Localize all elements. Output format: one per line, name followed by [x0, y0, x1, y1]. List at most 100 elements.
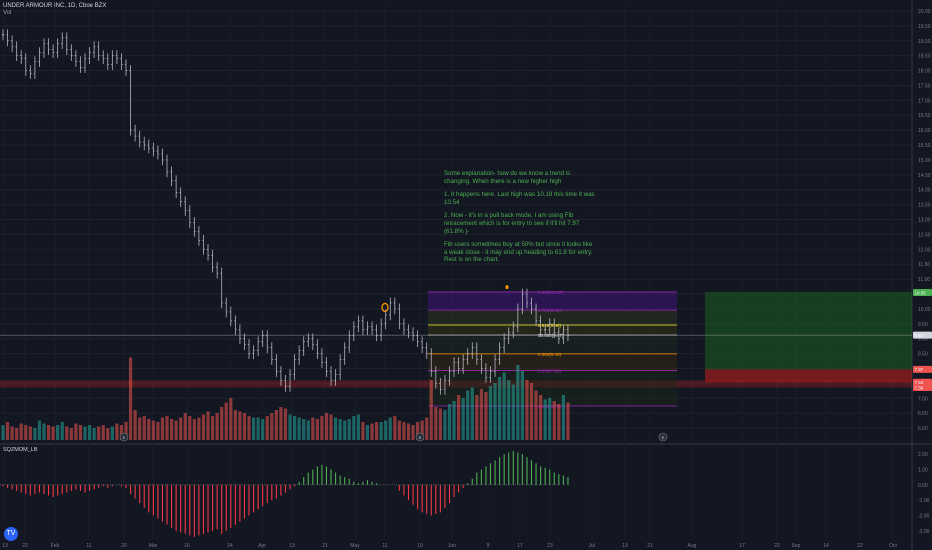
- y-tick-label: 12.00: [918, 247, 931, 253]
- x-tick-label: 13: [289, 543, 295, 549]
- high-marker: [505, 285, 509, 290]
- y-tick-label: 8.50: [918, 352, 928, 358]
- x-tick-label: 21: [647, 543, 653, 549]
- fib-zone: [428, 335, 677, 354]
- volume-bar: [370, 423, 374, 440]
- volume-bar: [529, 383, 534, 440]
- y-tick-label: 10.00: [918, 307, 931, 313]
- volume-bar: [502, 372, 506, 440]
- x-tick-label: 22: [857, 543, 863, 549]
- volume-bar: [420, 420, 424, 440]
- volume-bar: [425, 417, 429, 440]
- volume-bar: [188, 416, 192, 440]
- volume-bar: [224, 402, 228, 440]
- event-badge: [119, 432, 129, 442]
- y-tick-label: 20.00: [918, 9, 931, 15]
- volume-bar: [311, 417, 315, 440]
- y-tick-label: 11.00: [918, 277, 930, 283]
- fib-level-label: 0.236(7.93): [538, 369, 562, 374]
- volume-bar: [470, 387, 474, 440]
- volume-bar: [516, 365, 520, 440]
- volume-bar: [388, 417, 392, 440]
- x-tick-label: 23: [547, 543, 553, 549]
- x-tick-label: 17: [517, 543, 523, 549]
- volume-bar: [429, 380, 433, 440]
- volume-bar: [265, 416, 269, 440]
- volume-bar: [347, 419, 351, 440]
- volume-bar: [507, 380, 511, 440]
- volume-bar: [415, 422, 420, 440]
- volume-bar: [543, 399, 547, 440]
- volume-bar: [452, 401, 456, 440]
- volume-bar: [128, 357, 133, 440]
- y-tick-label: 16.50: [918, 113, 931, 119]
- volume-bar: [147, 419, 151, 440]
- x-tick-label: Feb: [51, 543, 60, 549]
- volume-bar: [124, 422, 128, 440]
- price-label: 7.97: [915, 367, 924, 372]
- x-tick-label: 13: [622, 543, 628, 549]
- volume-bar: [292, 416, 297, 440]
- volume-bar: [201, 414, 206, 440]
- volume-bar: [402, 422, 406, 440]
- x-tick-label: 17: [739, 543, 745, 549]
- event-badge-label: E: [419, 435, 422, 440]
- annotation-paragraph: 2. Now - it's in a pull back mode. I am …: [444, 212, 580, 235]
- indicator-label: SQZMOM_LB: [3, 447, 38, 453]
- event-badge-label: E: [123, 435, 126, 440]
- volume-label: Vol: [3, 10, 12, 16]
- x-tick-label: Jun: [448, 543, 456, 549]
- volume-bar: [434, 407, 438, 440]
- volume-bar: [28, 426, 32, 440]
- volume-bar: [46, 425, 51, 440]
- tradingview-logo[interactable]: TV: [4, 527, 18, 541]
- volume-bar: [142, 416, 146, 440]
- volume-bar: [411, 425, 415, 440]
- price-label-badge: [913, 378, 932, 386]
- x-tick-label: 19: [417, 543, 423, 549]
- volume-bar: [101, 425, 105, 440]
- volume-bar: [561, 395, 565, 440]
- volume-bar: [69, 428, 73, 440]
- y-tick-label: 16.00: [918, 128, 931, 134]
- fib-zone: [428, 291, 677, 311]
- volume-bar: [179, 417, 183, 440]
- annotation-paragraph: 1. It happens here. Last high was 10.18 …: [444, 191, 595, 206]
- volume-bar: [270, 413, 274, 440]
- volume-bar: [406, 423, 411, 440]
- volume-bar: [42, 423, 46, 440]
- volume-bar: [338, 419, 342, 440]
- volume-bar: [251, 417, 256, 440]
- volume-bar: [379, 422, 383, 440]
- volume-bar: [365, 425, 370, 440]
- volume-bar: [156, 422, 160, 440]
- x-tick-label: Jul: [589, 543, 595, 549]
- volume-bar: [457, 395, 461, 440]
- volume-bar: [343, 420, 347, 440]
- volume-bar: [51, 426, 55, 440]
- price-label-badge: [913, 365, 932, 373]
- indicator-tick-label: -3.00: [918, 529, 930, 535]
- x-tick-label: 21: [322, 543, 328, 549]
- price-label-badge: [913, 289, 932, 297]
- volume-bar: [56, 425, 60, 440]
- volume-bar: [356, 414, 360, 440]
- stop-zone: [705, 369, 912, 383]
- x-tick-label: Oct: [889, 543, 897, 549]
- y-tick-label: 15.00: [918, 158, 931, 164]
- volume-bar: [115, 423, 119, 440]
- volume-bar: [534, 390, 538, 440]
- volume-bar: [19, 423, 23, 440]
- support-band: [0, 380, 912, 388]
- fib-level-label: 0.786(9.96): [538, 308, 562, 313]
- volume-bar: [215, 413, 219, 440]
- volume-bar: [210, 416, 215, 440]
- event-badge: [658, 432, 668, 442]
- volume-bar: [484, 392, 488, 440]
- volume-bar: [233, 410, 237, 440]
- volume-bar: [479, 389, 483, 440]
- volume-bar: [106, 428, 110, 440]
- price-label-badge: [913, 331, 932, 339]
- y-tick-label: 7.00: [918, 396, 928, 402]
